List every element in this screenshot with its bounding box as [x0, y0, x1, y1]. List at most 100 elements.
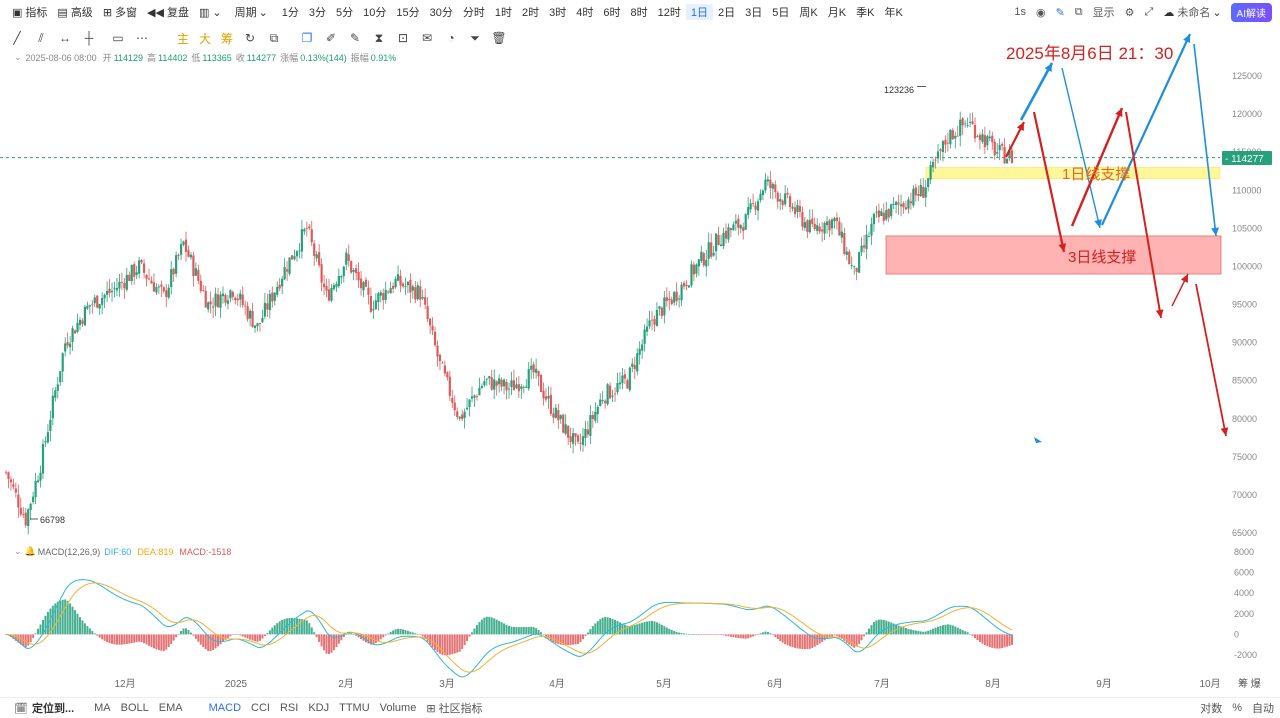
trendline-tool-icon[interactable]: ╱ — [13, 31, 21, 45]
macd-bar — [823, 634, 826, 641]
period-12[interactable]: 8时 — [630, 7, 648, 19]
auto-scale-toggle[interactable]: 自动 — [1252, 703, 1274, 715]
log-scale-toggle[interactable]: 对数 — [1200, 703, 1223, 715]
support-3d-zone[interactable] — [885, 235, 1222, 275]
candle-body — [821, 229, 824, 232]
big-order-button[interactable]: 大 — [198, 31, 211, 46]
period-21[interactable]: 年K — [884, 7, 903, 19]
parallel-channel-tool-icon[interactable]: ⫽ — [38, 30, 44, 45]
period-17[interactable]: 5日 — [772, 7, 790, 19]
candle-body — [93, 297, 96, 304]
candle-body — [668, 298, 671, 301]
display-button[interactable]: 显示 — [1092, 7, 1115, 19]
pencil-icon[interactable]: ✎ — [1055, 6, 1065, 19]
community-indicators-tab[interactable]: 社区指标 — [438, 703, 483, 715]
period-1[interactable]: 3分 — [308, 7, 327, 19]
period-3[interactable]: 10分 — [363, 7, 387, 19]
candle-body — [697, 259, 700, 267]
multi-window-button[interactable]: ⊞ 多窗 — [102, 6, 138, 20]
rectangle-tool-icon[interactable]: ▭ — [112, 31, 124, 45]
volume-tab[interactable]: Volume — [379, 702, 417, 714]
candle-body — [325, 286, 328, 291]
ema-tab[interactable]: EMA — [158, 702, 183, 714]
kdj-tab[interactable]: KDJ — [308, 702, 330, 714]
camera-icon[interactable]: ◉ — [1035, 6, 1046, 19]
period-14[interactable]: 1日 — [685, 4, 714, 20]
candlestick-chart[interactable]: 1250001200001150001100001050001000009500… — [0, 0, 1280, 697]
candle-body — [14, 488, 17, 493]
rotate-icon[interactable]: ↻ — [244, 31, 256, 45]
trash-icon[interactable]: 🗑 — [491, 31, 507, 45]
brush-icon[interactable]: ✎ — [349, 31, 361, 45]
macd-bar — [512, 626, 515, 635]
period-20[interactable]: 季K — [856, 7, 875, 19]
period-11[interactable]: 6时 — [603, 7, 621, 19]
candle-body — [382, 293, 385, 301]
ma-tab[interactable]: MA — [94, 702, 111, 714]
indicators-button[interactable]: ▣ 指标 — [12, 6, 48, 20]
macd-bar — [389, 631, 392, 635]
macd-bar — [234, 634, 237, 635]
candle-body — [986, 136, 989, 146]
cci-tab[interactable]: CCI — [251, 702, 270, 714]
note-icon[interactable]: ✉ — [421, 31, 433, 45]
layers-icon[interactable]: ⧉ — [269, 30, 279, 45]
period-16[interactable]: 3日 — [745, 7, 763, 19]
collapse-chevron-icon[interactable]: ⌄ — [14, 52, 22, 62]
period-0[interactable]: 1分 — [281, 7, 299, 19]
ai-analyze-button[interactable]: AI解读 — [1230, 2, 1272, 22]
period-5[interactable]: 30分 — [429, 7, 453, 19]
lock-icon[interactable]: ⊡ — [397, 31, 409, 45]
chart-type-dropdown[interactable]: ▥ ⌄ — [195, 2, 229, 22]
macd-bar — [180, 631, 183, 635]
bell-icon[interactable]: 🔔 — [24, 546, 36, 556]
candle-body — [436, 345, 439, 357]
main-force-button[interactable]: 主 — [176, 31, 189, 46]
advanced-button[interactable]: ▤ 高级 — [57, 6, 93, 20]
fullscreen-icon[interactable]: ⤢ — [1144, 5, 1154, 18]
replay-button[interactable]: ◀◀ 复盘 — [147, 6, 189, 20]
interval-label[interactable]: 1s — [1014, 6, 1026, 18]
settings-gear-icon[interactable]: ⚙ — [1124, 6, 1135, 19]
period-13[interactable]: 12时 — [657, 7, 681, 19]
macd-bar — [332, 634, 335, 651]
period-19[interactable]: 月K — [827, 7, 847, 19]
period-7[interactable]: 1时 — [494, 7, 513, 19]
candle-body — [914, 187, 917, 196]
collapse-chevron-icon[interactable]: ⌄ — [14, 546, 22, 556]
community-icon[interactable]: ⊞ — [426, 702, 436, 715]
chip-distribution-button[interactable]: 筹 — [220, 31, 233, 46]
filter-icon[interactable]: ⏷ — [470, 30, 480, 45]
time-axis-label: 2025 — [225, 679, 248, 690]
period-2[interactable]: 5分 — [336, 7, 354, 19]
locate-icon[interactable]: 🗓 — [14, 702, 28, 715]
macd-bar — [544, 634, 547, 637]
period-dropdown[interactable]: 周期 ⌄ — [234, 6, 268, 20]
period-8[interactable]: 2时 — [522, 7, 540, 19]
period-15[interactable]: 2日 — [718, 7, 736, 19]
vertical-line-tool-icon[interactable]: ┼ — [84, 31, 94, 45]
percent-scale-toggle[interactable]: % — [1232, 702, 1242, 714]
popout-icon[interactable]: ⧉ — [1074, 5, 1083, 18]
curve-icon[interactable]: ◔ — [447, 31, 455, 45]
horizontal-range-tool-icon[interactable]: ↔ — [59, 31, 71, 45]
period-6[interactable]: 分时 — [462, 7, 485, 19]
ruler-icon[interactable]: ✐ — [325, 31, 337, 45]
period-4[interactable]: 15分 — [396, 7, 420, 19]
period-10[interactable]: 4时 — [576, 7, 594, 19]
boll-tab[interactable]: BOLL — [120, 702, 149, 714]
candle-body — [973, 124, 977, 139]
cloud-layout-dropdown[interactable]: ☁ 未命名 ⌄ — [1163, 6, 1222, 20]
rsi-tab[interactable]: RSI — [279, 702, 299, 714]
period-18[interactable]: 周K — [799, 7, 818, 19]
magnet-icon[interactable]: ⧗ — [374, 30, 384, 45]
macd-tab[interactable]: MACD — [208, 702, 242, 714]
candle-body — [276, 286, 279, 295]
ttmu-tab[interactable]: TTMU — [339, 702, 370, 714]
macd-bar — [226, 634, 229, 638]
copy-icon[interactable]: ❐ — [301, 31, 313, 45]
more-tools-icon[interactable]: ⋯ — [136, 31, 148, 45]
support-1d-zone[interactable] — [925, 167, 1221, 180]
locate-button[interactable]: 定位到... — [31, 703, 75, 715]
period-9[interactable]: 3时 — [549, 7, 567, 19]
